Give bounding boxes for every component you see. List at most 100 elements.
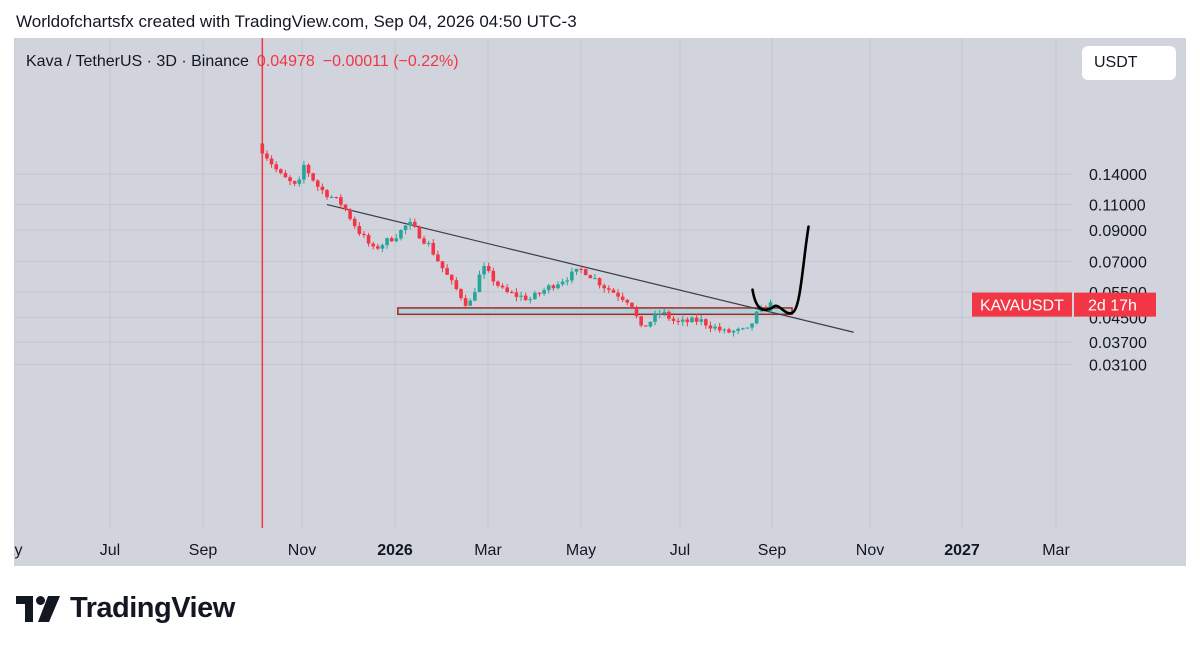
candle-body <box>283 172 288 178</box>
candle-body <box>371 243 375 247</box>
candle-body <box>727 329 731 333</box>
candle-body <box>343 204 348 210</box>
candle-body <box>468 300 473 306</box>
projection-path <box>751 225 810 315</box>
candle-body <box>657 313 662 315</box>
candle-body <box>570 271 574 281</box>
candle-body <box>653 314 657 322</box>
price-change: −0.00011 (−0.22%) <box>322 53 459 70</box>
candle-body <box>311 173 315 181</box>
candle-body <box>431 242 436 255</box>
candle-body <box>680 319 685 322</box>
candle-body <box>260 143 265 154</box>
x-tick-label: Jul <box>100 542 120 559</box>
candle-body <box>607 288 611 290</box>
candle-body <box>754 311 759 324</box>
y-tick-label: 0.03700 <box>1089 335 1147 352</box>
candle-body <box>685 319 690 323</box>
candle-body <box>394 238 399 242</box>
candle-body <box>436 254 440 262</box>
candle-body <box>376 246 380 249</box>
candle-body <box>745 327 750 329</box>
candle-body <box>717 326 722 331</box>
y-tick-label: 0.07000 <box>1089 255 1147 272</box>
candle-body <box>514 292 519 297</box>
y-tick-label: 0.09000 <box>1089 223 1147 240</box>
price-chart[interactable]: 0.140000.110000.090000.070000.055000.045… <box>14 38 1186 566</box>
candle-body <box>454 280 459 290</box>
candle-body <box>565 280 570 282</box>
last-price: 0.04978 <box>256 53 315 70</box>
ticker-label-bg <box>972 292 1072 317</box>
candle-body <box>265 153 269 159</box>
candle-body <box>440 261 445 269</box>
candle-body <box>750 323 754 328</box>
candle-body <box>639 316 643 326</box>
candle-body <box>274 164 278 170</box>
candle-body <box>315 180 320 187</box>
support-zone <box>397 307 793 316</box>
candle-body <box>306 164 311 174</box>
currency-button[interactable]: USDT <box>1082 46 1176 80</box>
x-tick-label: 2026 <box>377 542 413 559</box>
candle-body <box>588 275 593 279</box>
candle-body <box>366 235 371 244</box>
candle-body <box>546 285 551 291</box>
candle-body <box>292 181 297 184</box>
candle-body <box>699 319 704 322</box>
candle-body <box>643 325 648 327</box>
candle-body <box>662 311 667 314</box>
candle-body <box>630 302 634 309</box>
candle-body <box>329 196 334 198</box>
x-tick-label: Jul <box>670 542 690 559</box>
candle-body <box>667 311 671 319</box>
candle-body <box>625 299 630 303</box>
candle-body <box>690 317 694 323</box>
candle-body <box>560 281 565 285</box>
candle-body <box>551 285 556 289</box>
candle-body <box>412 221 417 227</box>
candle-body <box>426 242 431 244</box>
candle-body <box>459 289 463 299</box>
candle-body <box>768 302 773 311</box>
candle-body <box>616 292 620 297</box>
candle-body <box>533 292 537 300</box>
y-tick-label: 0.03100 <box>1089 357 1147 374</box>
chart-panel[interactable]: 0.140000.110000.090000.070000.055000.045… <box>14 38 1186 566</box>
candle-body <box>611 289 616 293</box>
candle-body <box>579 268 583 270</box>
candle-body <box>473 292 477 301</box>
candle-body <box>671 318 676 321</box>
candle-body <box>491 270 496 282</box>
candle-body <box>731 330 736 333</box>
candle-body <box>620 296 625 300</box>
x-tick-label: Sep <box>758 542 787 559</box>
candle-body <box>325 190 329 198</box>
candle-body <box>537 292 542 294</box>
candle-body <box>597 278 602 286</box>
candle-body <box>449 274 454 281</box>
candle-body <box>380 245 385 249</box>
candle-body <box>500 285 505 288</box>
symbol-title[interactable]: Kava / TetherUS · 3D · Binance <box>26 53 249 70</box>
candle-body <box>542 290 546 294</box>
x-tick-label: 2027 <box>944 542 980 559</box>
ticker-label: KAVAUSDT <box>980 298 1064 315</box>
candle-body <box>496 281 500 286</box>
candle-body <box>269 158 274 165</box>
candle-body <box>519 295 523 297</box>
tradingview-logo: TradingView <box>16 592 235 625</box>
candle-body <box>528 299 533 301</box>
x-tick-label: Sep <box>189 542 218 559</box>
y-tick-label: 0.14000 <box>1089 167 1147 184</box>
candle-body <box>302 164 306 180</box>
candle-body <box>722 329 727 331</box>
x-tick-label: Mar <box>1042 542 1070 559</box>
candle-body <box>602 285 606 289</box>
candle-body <box>713 326 717 329</box>
candle-body <box>482 266 486 275</box>
x-tick-label: Nov <box>856 542 884 559</box>
candle-body <box>648 321 653 327</box>
candle-body <box>362 233 366 236</box>
candle-body <box>297 179 302 184</box>
